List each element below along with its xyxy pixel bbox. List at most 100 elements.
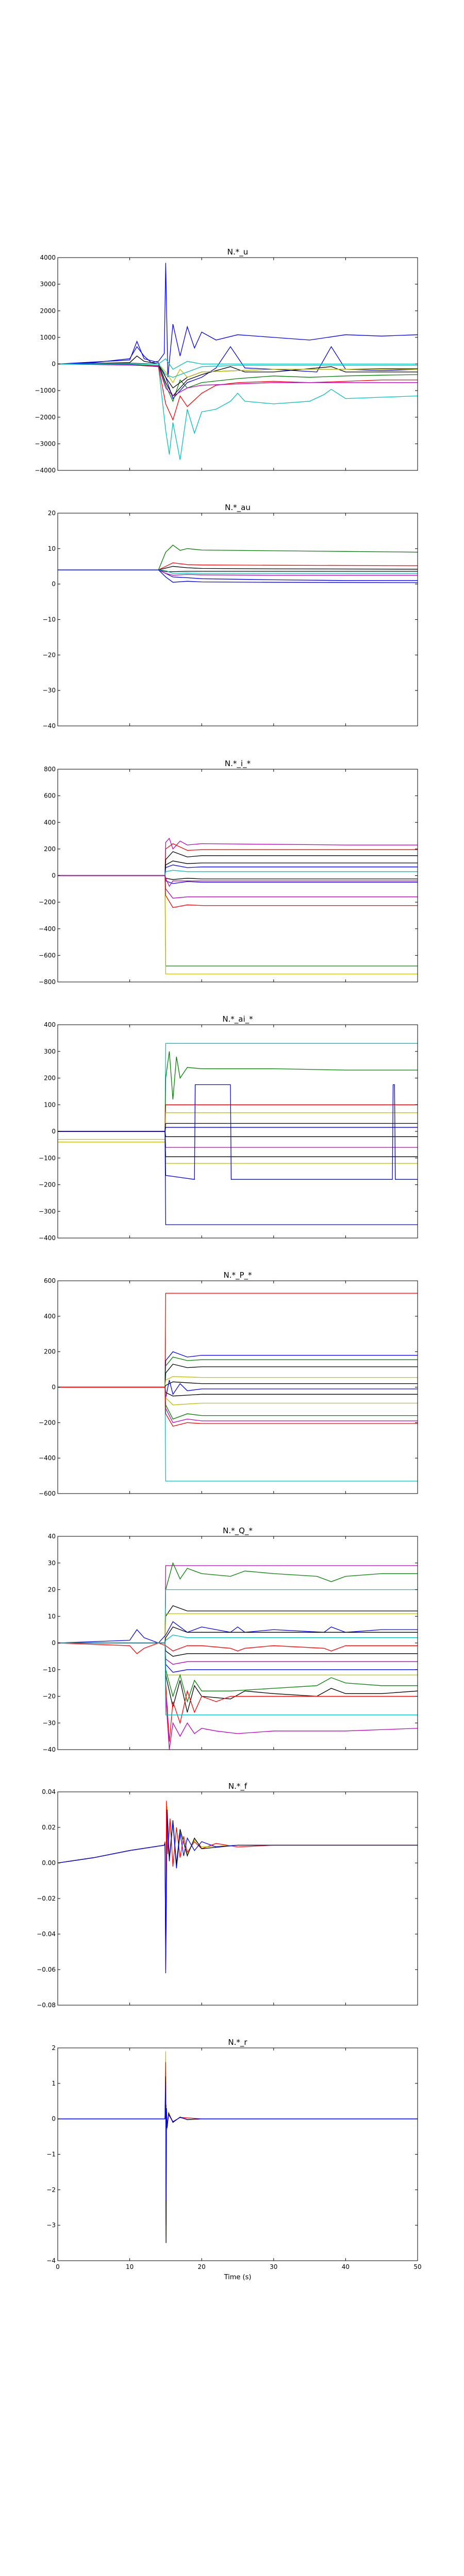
y-tick-label: −0.02 [37, 1895, 56, 1902]
series-line [58, 1351, 418, 1388]
chart-title: N.*_au [225, 503, 251, 513]
y-tick-label: 1000 [40, 334, 56, 341]
chart-title: N.*_P_* [223, 1270, 252, 1280]
series-line [58, 1626, 418, 1643]
y-tick-label: −1000 [35, 387, 56, 394]
y-tick-label: 200 [44, 845, 56, 853]
series-line [58, 1131, 418, 1225]
series-line [58, 2076, 418, 2243]
y-tick-label: −20 [43, 1693, 56, 1700]
series-line [58, 875, 418, 884]
y-tick-label: 2000 [40, 307, 56, 314]
series-line [58, 1376, 418, 1388]
chart-title: N.*_i_* [225, 759, 251, 769]
y-tick-label: 400 [44, 819, 56, 826]
series-line [58, 1051, 418, 1132]
series-group [58, 263, 418, 460]
series-line [58, 837, 418, 876]
y-tick-label: 2 [52, 2044, 56, 2052]
y-tick-label: −800 [39, 978, 56, 986]
y-tick-label: 0 [52, 581, 56, 588]
y-tick-label: −300 [39, 1208, 56, 1215]
y-tick-label: 0 [52, 872, 56, 879]
axes-frame [57, 2047, 418, 2261]
series-line [58, 2062, 418, 2226]
series-group [58, 1801, 418, 1973]
series-line [58, 545, 418, 570]
chart-panel: 0.04 0.02 0.00 −0.02 −0.04 −0.06 −0.08 N.*_f [37, 1782, 418, 2009]
series-line [58, 1084, 418, 1180]
series-group [58, 1562, 418, 1750]
y-tick-label: 0 [52, 1384, 56, 1391]
series-line [58, 1634, 418, 1643]
series-line [58, 1642, 418, 1654]
series-line [58, 358, 418, 370]
series-line [58, 1642, 418, 1673]
series-line [58, 1562, 418, 1643]
y-tick-label: −100 [39, 1155, 56, 1162]
chart-title: N.*_ai_* [222, 1014, 253, 1024]
x-tick-label: 30 [270, 2263, 277, 2270]
series-line [58, 2083, 418, 2201]
chart-panel: 40 30 20 10 0 −10 −20 −30 −40 N.*_Q_* [43, 1526, 418, 1753]
series-line [58, 1357, 418, 1388]
y-tick-label: −30 [43, 1719, 56, 1726]
x-tick-label: 50 [413, 2263, 421, 2270]
series-line [58, 1386, 418, 1427]
series-line [58, 1613, 418, 1643]
series-line [58, 1381, 418, 1388]
series-line [58, 1801, 418, 1970]
series-line [58, 1642, 418, 1703]
y-tick-label: 100 [44, 1101, 56, 1108]
y-tick-label: 0 [52, 361, 56, 368]
y-tick-label: −3000 [35, 440, 56, 447]
y-tick-label: −600 [39, 952, 56, 959]
y-tick-label: −600 [39, 1490, 56, 1497]
y-tick-label: −200 [39, 899, 56, 906]
y-tick-label: −20 [43, 651, 56, 658]
y-tick-label: 200 [44, 1348, 56, 1355]
series-line [58, 566, 418, 570]
series-line [58, 569, 418, 583]
y-tick-label: −2000 [35, 414, 56, 421]
chart-title: N.*_r [228, 2038, 247, 2047]
y-tick-label: 3000 [40, 281, 56, 288]
chart-panel: 800 600 400 200 0 −200 −400 −600 −800 N.*_i_* [39, 759, 418, 986]
series-line [58, 860, 418, 876]
series-line [58, 1127, 418, 1132]
y-tick-label: −2 [46, 2186, 56, 2193]
y-tick-label: −0.08 [37, 2002, 56, 2009]
series-line [58, 1642, 418, 1675]
y-tick-label: −200 [39, 1181, 56, 1189]
y-tick-label: −200 [39, 1419, 56, 1426]
x-axis-label: Time (s) [224, 2274, 252, 2281]
y-tick-label: −10 [43, 616, 56, 623]
series-line [58, 363, 418, 397]
chart-panel: 400 300 200 100 0 −100 −200 −300 −400 N.*_ai_* [39, 1014, 418, 1242]
series-line [58, 1589, 418, 1643]
chart-title: N.*_u [227, 247, 248, 257]
series-line [58, 1813, 418, 1973]
chart-panel: 4000 3000 2000 1000 0 −1000 −2000 −3000 −4000 N.*… [35, 247, 418, 474]
x-tick-label: 0 [56, 2263, 60, 2270]
x-tick-label: 10 [126, 2263, 134, 2270]
y-tick-label: −4 [46, 2257, 56, 2264]
y-tick-label: −400 [39, 1454, 56, 1462]
y-tick-label: 1 [52, 2080, 56, 2087]
chart-title: N.*_Q_* [223, 1526, 253, 1536]
series-line [58, 363, 418, 421]
series-group [58, 545, 418, 583]
y-tick-label: 40 [48, 1533, 56, 1540]
series-line [58, 843, 418, 876]
y-tick-label: 800 [44, 766, 56, 773]
y-tick-label: 400 [44, 1313, 56, 1320]
y-tick-label: −0.04 [37, 1930, 56, 1938]
series-line [58, 1565, 418, 1643]
series-line [58, 340, 418, 399]
y-tick-label: 0 [52, 1639, 56, 1647]
series-line [58, 1642, 418, 1713]
axes-frame [57, 1791, 418, 2006]
series-line [58, 569, 418, 576]
y-tick-label: −400 [39, 925, 56, 933]
